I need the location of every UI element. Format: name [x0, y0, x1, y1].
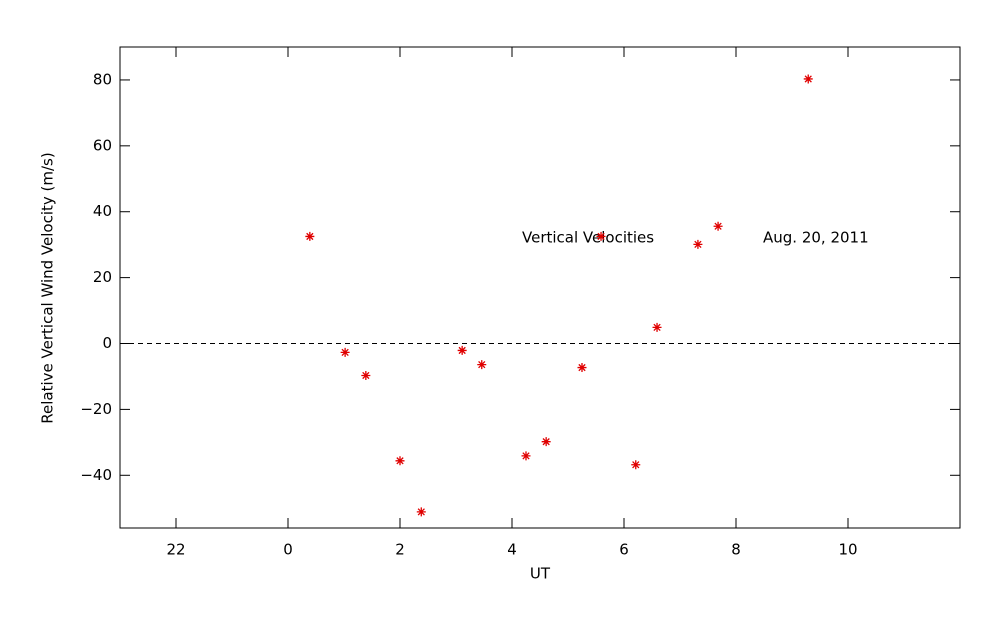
- data-point: [693, 239, 703, 249]
- x-tick-label: 2: [395, 541, 405, 559]
- data-point: [477, 360, 487, 370]
- data-point: [713, 221, 723, 231]
- y-axis-label: Relative Vertical Wind Velocity (m/s): [39, 152, 57, 423]
- data-point: [340, 347, 350, 357]
- data-point: [305, 231, 315, 241]
- data-point: [803, 74, 813, 84]
- y-tick-label: 40: [93, 202, 112, 220]
- data-point: [361, 370, 371, 380]
- data-point: [416, 507, 426, 517]
- data-point: [652, 322, 662, 332]
- y-tick-label: 20: [93, 268, 112, 286]
- y-tick-label: 80: [93, 70, 112, 88]
- x-tick-label: 6: [619, 541, 629, 559]
- annotation: Aug. 20, 2011: [763, 229, 869, 247]
- data-point: [631, 460, 641, 470]
- data-point: [395, 456, 405, 466]
- data-point: [541, 437, 551, 447]
- x-axis-label: UT: [530, 565, 551, 583]
- x-tick-label: 8: [731, 541, 741, 559]
- y-tick-label: −20: [80, 400, 112, 418]
- x-tick-label: 22: [166, 541, 185, 559]
- data-point: [577, 363, 587, 373]
- y-tick-label: −40: [80, 466, 112, 484]
- data-point: [596, 231, 606, 241]
- x-tick-label: 4: [507, 541, 517, 559]
- data-point: [457, 345, 467, 355]
- annotation: Vertical Velocities: [522, 229, 654, 247]
- y-tick-label: 0: [102, 334, 112, 352]
- x-tick-label: 10: [838, 541, 857, 559]
- y-tick-label: 60: [93, 136, 112, 154]
- x-tick-label: 0: [283, 541, 293, 559]
- plot-frame: [119, 46, 961, 529]
- data-point: [521, 451, 531, 461]
